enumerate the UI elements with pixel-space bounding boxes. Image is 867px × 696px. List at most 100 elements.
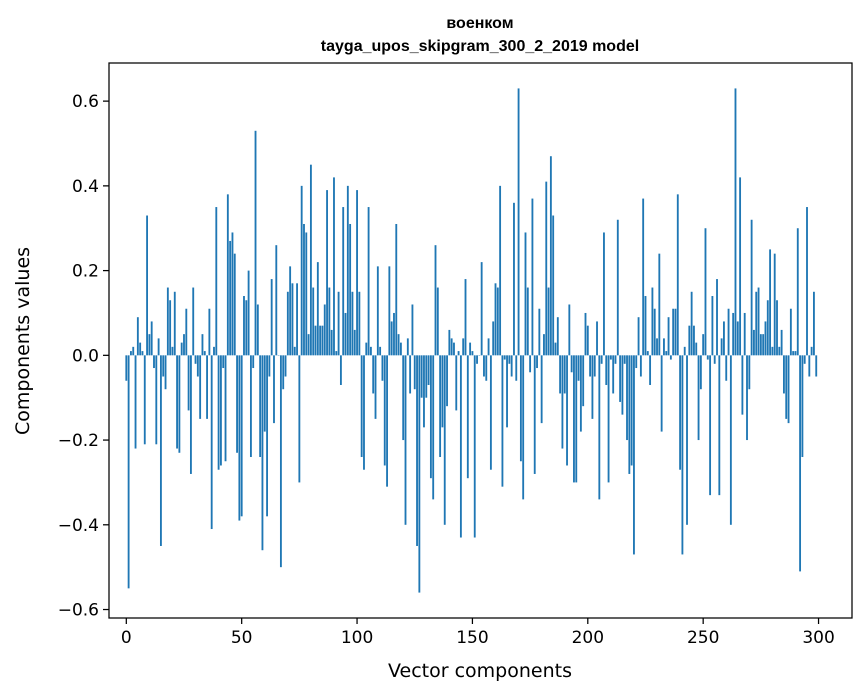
bar-235: [667, 317, 670, 356]
y-tick-label: −0.4: [58, 516, 99, 536]
bar-195: [575, 355, 578, 483]
bar-24: [180, 342, 183, 356]
bar-32: [199, 355, 202, 419]
bar-193: [570, 355, 573, 373]
bar-175: [529, 355, 532, 373]
bar-54: [249, 355, 252, 458]
y-axis-label: Components values: [12, 247, 34, 435]
bar-125: [413, 355, 416, 390]
bar-142: [453, 342, 455, 356]
bar-200: [586, 325, 589, 356]
bar-114: [388, 266, 391, 356]
bar-106: [369, 346, 372, 356]
bar-283: [778, 346, 781, 356]
y-tick-label: −0.2: [58, 431, 99, 451]
bar-216: [623, 355, 626, 364]
bar-227: [649, 355, 652, 385]
bar-130: [425, 355, 428, 398]
bar-8: [143, 355, 146, 445]
bar-146: [462, 338, 465, 356]
bar-62: [268, 355, 271, 377]
x-tick-label: 200: [572, 628, 604, 648]
bar-23: [178, 355, 181, 453]
bar-169: [515, 355, 518, 381]
bar-210: [609, 355, 612, 360]
bar-269: [746, 355, 748, 441]
bar-73: [293, 346, 296, 356]
bar-35: [206, 355, 208, 419]
plot-frame: [108, 62, 853, 619]
bar-38: [213, 346, 215, 356]
bar-198: [582, 355, 585, 407]
bar-134: [434, 245, 437, 356]
bar-223: [639, 355, 642, 377]
bar-285: [783, 355, 785, 394]
bar-61: [266, 355, 268, 517]
bar-159: [492, 321, 495, 356]
bar-250: [702, 334, 705, 356]
bar-185: [552, 215, 555, 356]
bar-199: [584, 312, 587, 356]
bar-151: [473, 355, 476, 538]
bar-180: [540, 355, 543, 424]
bar-113: [386, 355, 388, 487]
bar-158: [489, 355, 492, 470]
bar-11: [150, 321, 153, 356]
bar-247: [695, 342, 698, 356]
bar-3: [132, 346, 135, 356]
bar-168: [513, 202, 515, 356]
bar-74: [296, 283, 298, 356]
bar-49: [238, 355, 241, 521]
bar-76: [300, 185, 303, 356]
bar-137: [441, 355, 444, 428]
bar-30: [194, 355, 197, 364]
bar-2: [130, 351, 132, 356]
bar-124: [411, 304, 414, 356]
bar-249: [699, 355, 702, 390]
bar-112: [383, 355, 386, 466]
bar-232: [660, 355, 663, 432]
bar-34: [203, 351, 206, 356]
bar-91: [335, 351, 338, 356]
bar-101: [358, 291, 361, 356]
bar-7: [141, 351, 144, 356]
x-tick-label: 50: [231, 628, 253, 648]
bar-243: [686, 355, 688, 525]
bar-36: [208, 308, 211, 356]
bar-295: [806, 207, 808, 356]
bar-15: [159, 355, 162, 546]
bar-156: [485, 355, 488, 381]
bar-17: [164, 355, 167, 390]
bar-270: [748, 355, 751, 390]
bar-9: [146, 215, 148, 356]
bar-161: [496, 287, 499, 356]
bar-83: [316, 262, 319, 356]
bar-261: [727, 308, 730, 356]
bar-39: [215, 207, 218, 356]
bar-31: [196, 355, 199, 377]
bar-128: [420, 355, 423, 398]
bar-59: [261, 355, 264, 551]
bar-104: [365, 342, 368, 356]
bar-252: [706, 355, 709, 360]
bar-98: [351, 291, 354, 356]
bar-45: [229, 240, 232, 356]
bar-293: [801, 355, 804, 458]
bar-119: [399, 342, 402, 356]
bar-279: [769, 249, 772, 356]
bar-25: [183, 334, 185, 356]
bar-109: [376, 266, 379, 356]
bar-240: [679, 355, 682, 470]
bar-145: [459, 355, 462, 538]
bar-228: [651, 287, 654, 356]
bar-120: [402, 355, 405, 441]
bar-284: [780, 329, 783, 356]
bar-42: [222, 355, 225, 369]
bar-230: [656, 338, 658, 356]
bar-260: [725, 355, 728, 381]
bar-26: [185, 308, 188, 356]
bar-206: [600, 355, 603, 364]
bar-131: [427, 355, 430, 385]
bar-149: [469, 342, 472, 356]
